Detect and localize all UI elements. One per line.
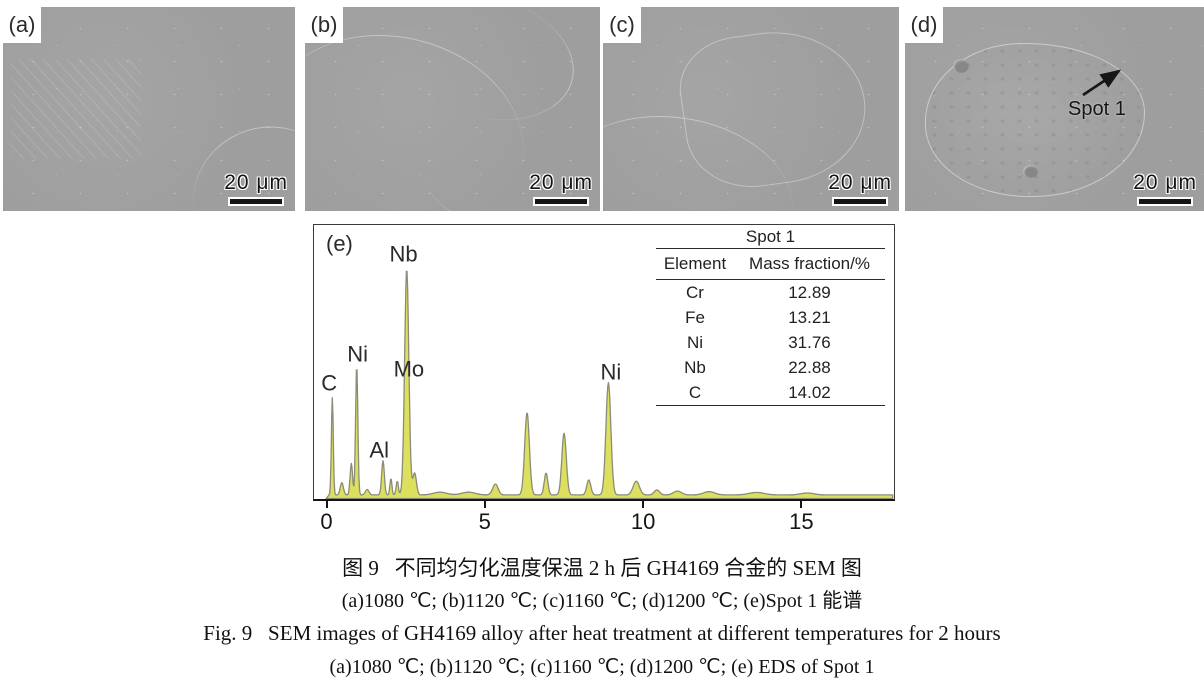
caption-zh-subtitle: (a)1080 ℃; (b)1120 ℃; (c)1160 ℃; (d)1200… (341, 590, 863, 612)
element-cell: Cr (686, 282, 704, 302)
pore (953, 59, 969, 73)
element-cell: C (688, 382, 702, 402)
eds-table-row: C 14.02 (656, 380, 885, 405)
sem-panel-c: (c) 20 μm (603, 7, 899, 211)
eds-panel-e: C Ni Al Nb Mo Ni (e) Spot 1 Element Mass frac… (313, 224, 895, 540)
sem-panel-a: (a) 20 μm (3, 7, 295, 211)
peak-label-mo: Mo (394, 357, 425, 382)
scale-bar-line (834, 199, 887, 204)
peak-label-c: C (321, 370, 337, 395)
mass-fraction-cell: 14.02 (788, 382, 831, 402)
x-axis-tick (483, 501, 486, 508)
panel-label-c: (c) (603, 7, 641, 43)
caption-en-subtitle: (a)1080 ℃; (b)1120 ℃; (c)1160 ℃; (d)1200… (329, 656, 875, 678)
sem-panel-b: (b) 20 μm (305, 7, 600, 211)
eds-spectrum-area (325, 270, 894, 499)
column-header-element: Element (663, 254, 727, 273)
mass-fraction-cell: 13.21 (788, 307, 831, 327)
caption-zh-title: 图 9 不同均匀化温度保温 2 h 后 GH4169 合金的 SEM 图 (342, 556, 862, 580)
eds-table-row: Ni 31.76 (656, 330, 885, 355)
scale-bar: 20 μm (529, 171, 593, 204)
x-axis-tick-label: 0 (320, 509, 333, 534)
x-axis-tick (800, 501, 803, 508)
x-axis-tick-label: 15 (789, 509, 814, 534)
x-axis-tick-label: 10 (630, 509, 656, 534)
scale-bar-line (230, 199, 283, 204)
scale-bar-label: 20 μm (529, 171, 593, 194)
scale-bar: 20 μm (224, 171, 288, 204)
caption-en-title: Fig. 9 SEM images of GH4169 alloy after … (203, 621, 1001, 645)
scale-bar: 20 μm (828, 171, 892, 204)
element-cell: Ni (686, 332, 704, 352)
peak-label-nb: Nb (390, 242, 418, 267)
eds-table-body: Cr 12.89 Fe 13.21 Ni 31.76 Nb 22.88 C 14.02 (656, 280, 885, 406)
mass-fraction-cell: 22.88 (788, 357, 831, 377)
eds-results-table: Spot 1 Element Mass fraction/% Cr 12.89 Fe… (656, 226, 885, 406)
x-axis-tick-label: 5 (478, 509, 491, 534)
mass-fraction-cell: 31.76 (788, 332, 831, 352)
peak-label-ni: Ni (347, 342, 368, 367)
eds-table-row: Cr 12.89 (656, 280, 885, 305)
x-axis-tick (642, 501, 645, 508)
scale-bar: 20 μm (1133, 171, 1197, 204)
scale-bar-label: 20 μm (224, 171, 288, 194)
element-cell: Nb (684, 357, 706, 377)
sem-panel-d: Spot 1 (d) 20 μm (905, 7, 1204, 211)
x-axis-tick (325, 501, 328, 508)
scale-bar-line (535, 199, 588, 204)
eds-spectrum-chart: C Ni Al Nb Mo Ni (321, 242, 894, 499)
eds-table-row: Fe 13.21 (656, 305, 885, 330)
column-header-mass-fraction: Mass fraction/% (749, 254, 870, 273)
element-cell: Fe (685, 307, 705, 327)
mass-fraction-cell: 12.89 (788, 282, 831, 302)
scale-bar-label: 20 μm (1133, 171, 1197, 194)
panel-label-e: (e) (326, 231, 353, 256)
scale-bar-label: 20 μm (828, 171, 892, 194)
eds-table-header: Element Mass fraction/% (656, 249, 885, 280)
eds-table-title: Spot 1 (656, 226, 885, 249)
pore (1023, 165, 1038, 178)
eds-plot-box: C Ni Al Nb Mo Ni (e) (313, 224, 895, 501)
panel-label-d: (d) (905, 7, 943, 43)
peak-label-al: Al (369, 437, 389, 462)
scale-bar-line (1139, 199, 1192, 204)
eds-table-row: Nb 22.88 (656, 355, 885, 380)
slip-band-striations (11, 59, 141, 159)
peak-label-ni: Ni (601, 359, 622, 384)
spot-1-annotation: Spot 1 (1068, 98, 1126, 120)
panel-label-a: (a) (3, 7, 41, 43)
spot-1-arrow (1082, 69, 1122, 97)
panel-label-b: (b) (305, 7, 343, 43)
